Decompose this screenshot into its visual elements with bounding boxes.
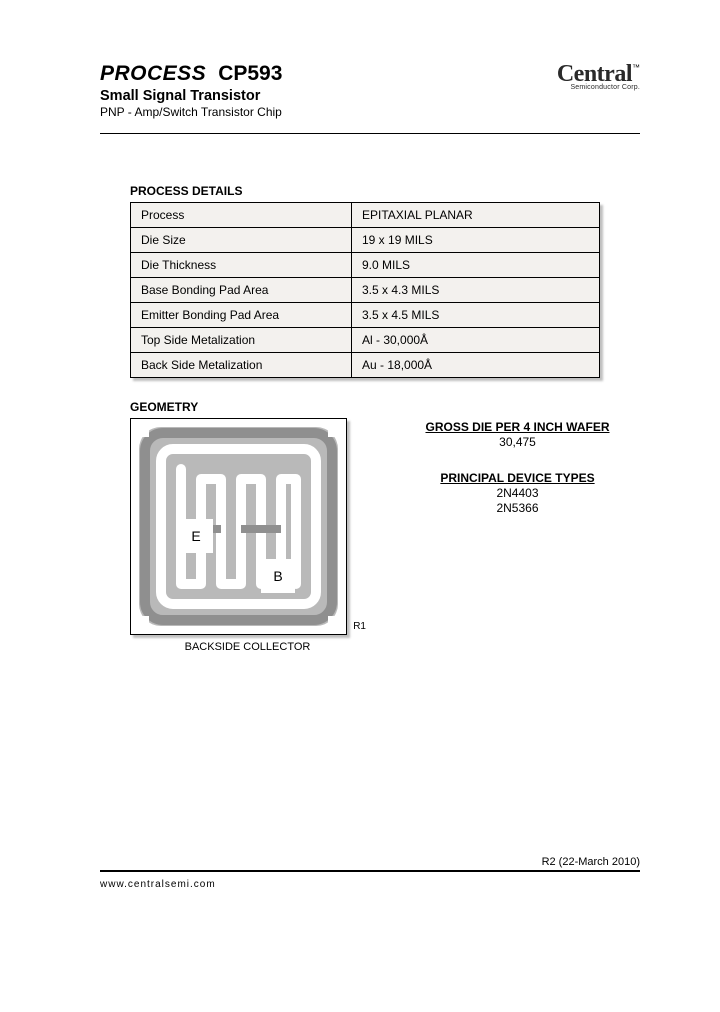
table-row: Top Side MetalizationAl - 30,000Å xyxy=(131,328,600,353)
gross-die-title: GROSS DIE PER 4 INCH WAFER xyxy=(395,420,640,434)
detail-value: 9.0 MILS xyxy=(352,253,600,278)
detail-value: 19 x 19 MILS xyxy=(352,228,600,253)
datasheet-page: PROCESS CP593 Small Signal Transistor PN… xyxy=(0,0,720,1012)
device-type-2: 2N5366 xyxy=(395,501,640,515)
die-svg-icon: E B xyxy=(131,419,346,634)
detail-label: Back Side Metalization xyxy=(131,353,352,378)
process-label: PROCESS xyxy=(100,62,206,86)
table-row: Die Size19 x 19 MILS xyxy=(131,228,600,253)
process-details-title: PROCESS DETAILS xyxy=(130,184,640,198)
gross-die-value: 30,475 xyxy=(395,435,640,449)
table-row: Back Side MetalizationAu - 18,000Å xyxy=(131,353,600,378)
detail-value: 3.5 x 4.3 MILS xyxy=(352,278,600,303)
content-area: PROCESS CP593 Small Signal Transistor PN… xyxy=(0,0,720,653)
detail-value: 3.5 x 4.5 MILS xyxy=(352,303,600,328)
die-box: E B R1 xyxy=(130,418,347,635)
footer-url: www.centralsemi.com xyxy=(100,879,216,890)
device-types-title: PRINCIPAL DEVICE TYPES xyxy=(395,471,640,485)
header: PROCESS CP593 Small Signal Transistor PN… xyxy=(100,62,640,134)
footer-rule: www.centralsemi.com xyxy=(100,870,640,892)
detail-label: Emitter Bonding Pad Area xyxy=(131,303,352,328)
detail-label: Die Thickness xyxy=(131,253,352,278)
footer: R2 (22-March 2010) www.centralsemi.com xyxy=(100,856,640,892)
header-left: PROCESS CP593 Small Signal Transistor PN… xyxy=(100,62,282,119)
svg-text:E: E xyxy=(191,528,200,544)
logo-main: Central xyxy=(557,62,632,86)
reference-label: R1 xyxy=(353,621,366,632)
revision-text: R2 (22-March 2010) xyxy=(100,856,640,868)
svg-text:B: B xyxy=(273,568,282,584)
table-row: Base Bonding Pad Area3.5 x 4.3 MILS xyxy=(131,278,600,303)
process-details-table: ProcessEPITAXIAL PLANARDie Size19 x 19 M… xyxy=(130,202,600,378)
process-code: CP593 xyxy=(218,62,282,86)
detail-label: Top Side Metalization xyxy=(131,328,352,353)
detail-label: Process xyxy=(131,203,352,228)
die-figure: E B R1 BACKSIDE COLLECTOR xyxy=(130,418,365,653)
subsubtitle: PNP - Amp/Switch Transistor Chip xyxy=(100,105,282,119)
detail-value: Al - 30,000Å xyxy=(352,328,600,353)
logo-tm: ™ xyxy=(632,63,640,72)
device-type-1: 2N4403 xyxy=(395,486,640,500)
table-row: Die Thickness9.0 MILS xyxy=(131,253,600,278)
geometry-title: GEOMETRY xyxy=(130,400,640,414)
title-line: PROCESS CP593 xyxy=(100,62,282,86)
brand-logo: Central™ Semiconductor Corp. xyxy=(557,62,640,91)
detail-value: EPITAXIAL PLANAR xyxy=(352,203,600,228)
detail-label: Die Size xyxy=(131,228,352,253)
detail-label: Base Bonding Pad Area xyxy=(131,278,352,303)
table-row: Emitter Bonding Pad Area3.5 x 4.5 MILS xyxy=(131,303,600,328)
table-row: ProcessEPITAXIAL PLANAR xyxy=(131,203,600,228)
geometry-row: E B R1 BACKSIDE COLLECTOR GROSS DIE xyxy=(130,418,640,653)
die-caption: BACKSIDE COLLECTOR xyxy=(130,641,365,653)
subtitle: Small Signal Transistor xyxy=(100,88,282,104)
geometry-info: GROSS DIE PER 4 INCH WAFER 30,475 PRINCI… xyxy=(395,418,640,653)
detail-value: Au - 18,000Å xyxy=(352,353,600,378)
